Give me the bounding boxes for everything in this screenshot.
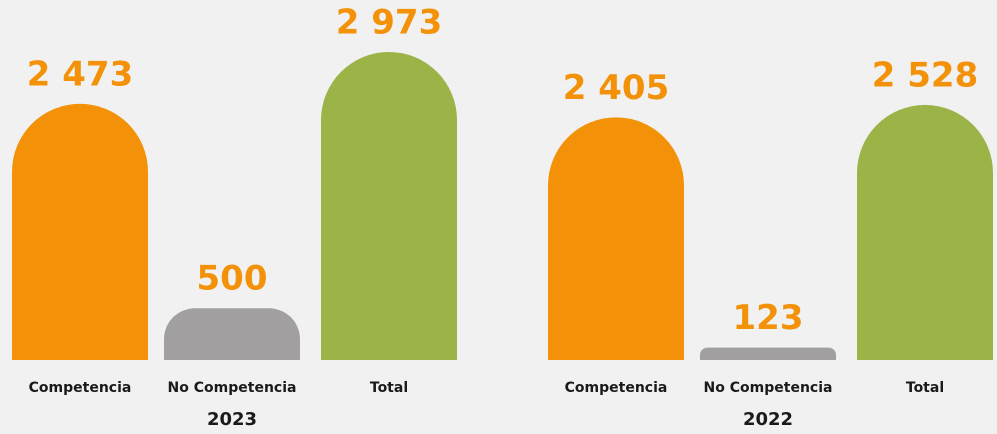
value-label: 2 405 <box>563 68 669 108</box>
category-label: No Competencia <box>168 380 297 396</box>
bar <box>857 104 993 360</box>
value-label: 2 473 <box>27 54 133 94</box>
bar <box>548 117 684 360</box>
category-label: Total <box>906 380 944 396</box>
value-label: 500 <box>197 259 268 299</box>
category-label: No Competencia <box>704 380 833 396</box>
bar <box>164 308 300 360</box>
year-label: 2023 <box>207 409 257 430</box>
bar <box>321 51 457 361</box>
value-label: 2 973 <box>336 2 442 42</box>
bar <box>12 103 148 360</box>
category-label: Competencia <box>29 380 132 396</box>
category-label: Total <box>370 380 408 396</box>
bar <box>700 347 836 360</box>
value-label: 123 <box>733 298 804 338</box>
category-label: Competencia <box>565 380 668 396</box>
value-label: 2 528 <box>872 55 978 95</box>
year-label: 2022 <box>743 409 793 430</box>
